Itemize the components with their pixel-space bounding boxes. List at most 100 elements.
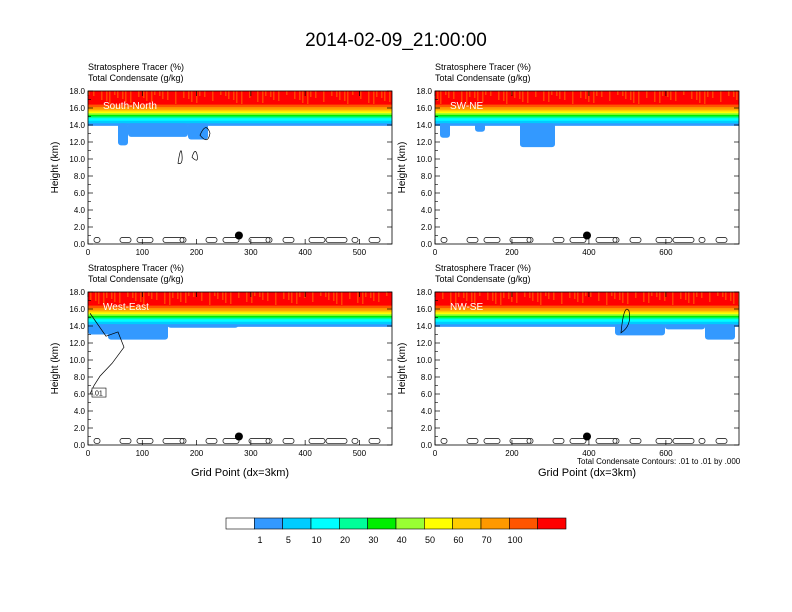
tracer-texture <box>365 292 367 297</box>
condensate-contour <box>177 127 211 164</box>
tracer-texture <box>336 292 338 304</box>
tracer-texture <box>648 292 650 303</box>
tracer-texture <box>453 91 455 99</box>
tracer-texture <box>228 91 230 99</box>
tracer-texture <box>593 91 595 103</box>
condensate-contour <box>509 237 532 243</box>
colorbar-swatch <box>367 517 397 530</box>
condensate-contour <box>672 438 695 444</box>
tracer-texture <box>479 292 481 296</box>
tracer-texture <box>109 91 111 104</box>
condensate-contour <box>162 438 185 444</box>
tracer-texture <box>389 91 391 102</box>
tracer-texture <box>238 292 240 298</box>
condensate-contour <box>136 438 154 444</box>
condensate-contour <box>136 237 154 243</box>
tracer-texture <box>458 292 460 297</box>
y-tick-label: 12.0 <box>69 138 85 147</box>
x-tick-label: 600 <box>659 248 673 257</box>
tracer-streak <box>118 123 128 146</box>
condensate-contour <box>368 237 381 243</box>
panels: South-North 0.0 2.0 4.0 6.0 8.0 10.0 12.0 14.0 16… <box>50 62 740 479</box>
tracer-texture <box>492 292 494 301</box>
tracer-texture <box>659 91 661 103</box>
tracer-texture <box>370 292 372 298</box>
tracer-texture <box>294 91 296 99</box>
tracer-texture <box>680 292 682 299</box>
tracer-texture <box>262 91 264 103</box>
tracer-texture <box>347 91 349 104</box>
tracer-texture <box>360 91 362 99</box>
tracer-texture <box>259 292 261 297</box>
colorbar-label: 5 <box>286 535 291 545</box>
tracer-texture <box>185 292 187 303</box>
tracer-texture <box>693 292 695 304</box>
tracer-texture <box>672 292 674 305</box>
tracer-texture <box>667 91 669 97</box>
tracer-texture <box>381 91 383 98</box>
tracer-texture <box>122 91 124 99</box>
tracer-texture <box>577 292 579 302</box>
tracer-texture <box>699 91 701 103</box>
y-tick-label: 8.0 <box>74 373 86 382</box>
tracer-texture <box>275 292 277 305</box>
tracer-texture <box>564 91 566 100</box>
colorbar-swatch <box>395 517 425 530</box>
colorbar-swatch <box>452 517 482 530</box>
tracer-texture <box>172 292 174 298</box>
colorbar-label: 40 <box>397 535 407 545</box>
tracer-texture <box>561 292 563 304</box>
tracer-texture <box>670 91 672 100</box>
condensate-contour <box>440 438 448 444</box>
tracer-texture <box>437 91 439 101</box>
tracer-texture <box>709 292 711 302</box>
tracer-texture <box>659 292 661 300</box>
tracer-texture <box>111 292 113 299</box>
tracer-streak <box>188 123 208 140</box>
tracer-texture <box>117 91 119 98</box>
tracer-texture <box>498 91 500 100</box>
tracer-texture <box>440 91 442 104</box>
tracer-texture <box>728 91 730 96</box>
tracer-streak <box>665 324 705 330</box>
tracer-texture <box>143 91 145 98</box>
contour-label: .01 <box>93 391 103 398</box>
tracer-texture <box>88 91 90 95</box>
tracer-texture <box>622 91 624 96</box>
tracer-texture <box>495 292 497 304</box>
tracer-texture <box>101 91 103 100</box>
tracer-texture <box>580 91 582 98</box>
tracer-texture <box>236 91 238 103</box>
tracer-field <box>435 292 739 445</box>
condensate-contour <box>655 237 673 243</box>
tracer-texture <box>500 292 502 305</box>
y-tick-label: 0.0 <box>421 441 433 450</box>
tracer-texture <box>114 91 116 95</box>
section-label: South-North <box>103 101 157 112</box>
tracer-texture <box>461 91 463 103</box>
tracer-texture <box>463 292 465 298</box>
panel-2: SW-NE 0.0 2.0 4.0 6.0 8.0 10.0 12.0 14.0 16.0 18.0… <box>397 62 740 257</box>
tracer-texture <box>482 91 484 102</box>
condensate-contour <box>595 438 618 444</box>
tracer-texture <box>654 91 656 102</box>
tracer-texture <box>707 91 709 97</box>
tracer-texture <box>556 91 558 96</box>
tracer-texture <box>143 292 145 305</box>
figure-title: 2014-02-09_21:00:00 <box>305 30 487 51</box>
tracer-texture <box>701 292 703 298</box>
tracer-texture <box>151 91 153 102</box>
x-tick-label: 400 <box>582 449 596 458</box>
y-tick-label: 10.0 <box>69 356 85 365</box>
tracer-texture <box>233 91 235 100</box>
condensate-contour <box>308 237 326 243</box>
tracer-texture <box>254 292 256 296</box>
condensate-contour <box>698 438 706 444</box>
tracer-texture <box>140 292 142 302</box>
tracer-texture <box>543 91 545 101</box>
tracer-texture <box>296 292 298 304</box>
tracer-texture <box>738 292 739 305</box>
tracer-texture <box>273 91 275 100</box>
tracer-texture <box>114 292 116 302</box>
tracer-texture <box>251 292 253 303</box>
